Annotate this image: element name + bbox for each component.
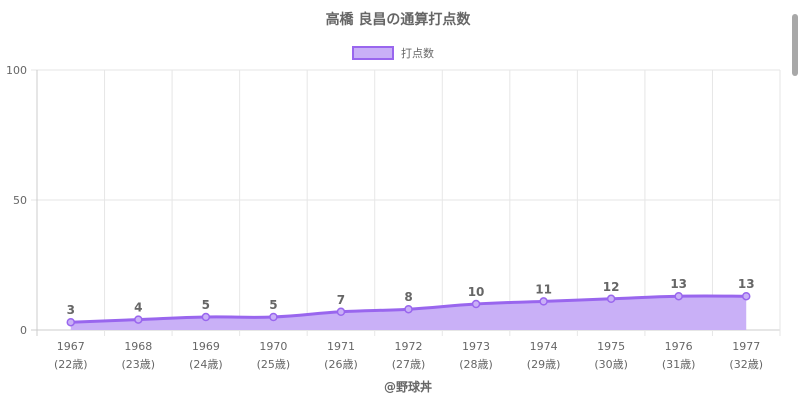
x-axis: 1967 (22歳) 1968 (23歳) 1969 (24歳) 1970 (25歳) 1971… <box>54 340 763 371</box>
data-point[interactable] <box>134 315 143 324</box>
x-tick-label: 1973 <box>462 340 490 353</box>
grid <box>31 69 781 336</box>
credit: @野球丼 <box>384 379 432 394</box>
data-point[interactable] <box>404 304 413 314</box>
x-tick-label: 1971 <box>327 340 355 353</box>
x-tick-label: 1976 <box>665 340 693 353</box>
x-tick-label: 1968 <box>124 340 152 353</box>
data-label: 11 <box>535 282 552 296</box>
data-label: 10 <box>468 285 485 299</box>
data-label: 12 <box>603 280 620 294</box>
x-tick-sublabel: (25歳) <box>257 358 291 371</box>
legend-swatch <box>352 46 394 60</box>
y-tick-label: 100 <box>6 64 27 77</box>
x-tick-sublabel: (22歳) <box>54 358 88 371</box>
y-tick-label: 0 <box>20 324 27 337</box>
data-point[interactable] <box>471 299 481 309</box>
x-tick-sublabel: (24歳) <box>189 358 223 371</box>
x-tick-sublabel: (27歳) <box>392 358 426 371</box>
x-tick-label: 1969 <box>192 340 220 353</box>
x-tick-sublabel: (31歳) <box>662 358 696 371</box>
x-tick-label: 1967 <box>57 340 85 353</box>
data-label: 5 <box>202 298 210 312</box>
legend[interactable]: 打点数 <box>352 46 434 60</box>
series-ritaten <box>66 291 751 330</box>
x-tick-sublabel: (29歳) <box>527 358 561 371</box>
data-point[interactable] <box>674 291 683 301</box>
scrollbar[interactable] <box>792 14 798 76</box>
x-tick-sublabel: (28歳) <box>459 358 493 371</box>
data-label: 7 <box>337 293 345 307</box>
data-point[interactable] <box>269 312 278 322</box>
x-tick-label: 1975 <box>597 340 625 353</box>
x-tick-sublabel: (32歳) <box>729 358 763 371</box>
data-label: 13 <box>738 277 755 291</box>
x-tick-sublabel: (26歳) <box>324 358 358 371</box>
x-tick-sublabel: (23歳) <box>122 358 156 371</box>
data-label: 4 <box>134 301 142 315</box>
data-labels: 3 4 5 5 7 8 10 11 12 13 13 <box>67 277 755 317</box>
x-tick-sublabel: (30歳) <box>594 358 628 371</box>
data-point[interactable] <box>741 291 751 301</box>
legend-label: 打点数 <box>401 46 434 60</box>
data-point[interactable] <box>66 317 76 327</box>
data-point[interactable] <box>336 307 346 317</box>
chart-title: 高橋 良昌の通算打点数 <box>326 11 472 28</box>
x-tick-label: 1977 <box>732 340 760 353</box>
data-point[interactable] <box>606 294 616 304</box>
data-label: 13 <box>670 277 687 291</box>
x-tick-label: 1972 <box>395 340 423 353</box>
data-label: 8 <box>404 290 412 304</box>
data-point[interactable] <box>539 297 548 306</box>
x-tick-label: 1970 <box>259 340 287 353</box>
data-point[interactable] <box>201 312 211 322</box>
data-label: 3 <box>67 303 75 317</box>
y-axis: 0 50 100 <box>6 64 27 337</box>
data-label: 5 <box>269 298 277 312</box>
y-tick-label: 50 <box>13 194 27 207</box>
x-tick-label: 1974 <box>530 340 558 353</box>
